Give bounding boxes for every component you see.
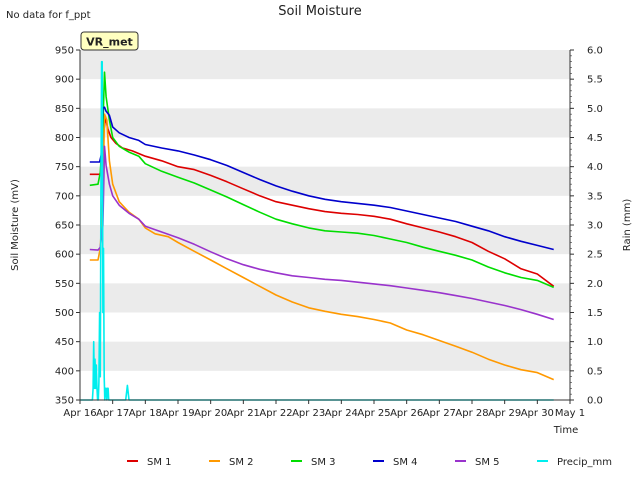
x-tick-label: Apr 18 bbox=[129, 408, 162, 419]
y2-tick-label: 6.0 bbox=[587, 46, 603, 57]
no-data-note: No data for f_ppt bbox=[6, 10, 91, 21]
y-tick-label: 900 bbox=[55, 75, 74, 86]
x-tick-label: Apr 20 bbox=[194, 408, 227, 419]
y-tick-label: 800 bbox=[55, 133, 74, 144]
series-line-sm-3 bbox=[89, 71, 555, 289]
y-tick-label: 600 bbox=[55, 250, 74, 261]
x-tick-label: Apr 22 bbox=[259, 408, 292, 419]
y-tick-label: 700 bbox=[55, 191, 74, 202]
y2-tick-label: 4.5 bbox=[587, 133, 603, 144]
x-tick-label: Apr 23 bbox=[292, 408, 325, 419]
y2-tick-label: 5.5 bbox=[587, 75, 603, 86]
y2-tick-label: 0.0 bbox=[587, 396, 603, 407]
series-line-sm-5 bbox=[89, 145, 554, 321]
x-tick-label: Apr 29 bbox=[488, 408, 521, 419]
x-tick-label: May 1 bbox=[555, 408, 585, 419]
series-line-sm-2 bbox=[89, 113, 555, 381]
legend-label-sm-5: SM 5 bbox=[475, 457, 500, 468]
grid-band bbox=[80, 166, 570, 196]
x-tick-label: Apr 16 bbox=[63, 408, 96, 419]
grid-band bbox=[80, 50, 570, 80]
grid-band bbox=[80, 108, 570, 138]
grid-band bbox=[80, 225, 570, 255]
grid-band bbox=[80, 283, 570, 313]
y2-tick-label: 1.5 bbox=[587, 308, 603, 319]
x-tick-label: Apr 28 bbox=[455, 408, 488, 419]
y-tick-label: 350 bbox=[55, 396, 74, 407]
y2-tick-label: 3.0 bbox=[587, 221, 603, 232]
grid-band bbox=[80, 341, 570, 371]
x-tick-label: Apr 25 bbox=[357, 408, 390, 419]
legend-label-sm-4: SM 4 bbox=[393, 457, 418, 468]
x-tick-label: Apr 27 bbox=[423, 408, 456, 419]
y-tick-label: 750 bbox=[55, 162, 74, 173]
station-badge: VR_met bbox=[80, 31, 139, 51]
y2-tick-label: 3.5 bbox=[587, 191, 603, 202]
series-line-sm-4 bbox=[89, 106, 554, 251]
y2-tick-label: 1.0 bbox=[587, 337, 603, 348]
y-axis-label: Soil Moisture (mV) bbox=[10, 179, 21, 271]
y2-axis-label: Rain (mm) bbox=[622, 199, 633, 252]
y2-tick-label: 5.0 bbox=[587, 104, 603, 115]
axes: 350 400 450 500 550 600 650 700 750 800 850 900 950 0… bbox=[55, 46, 603, 420]
y2-tick-label: 2.5 bbox=[587, 250, 603, 261]
x-tick-label: Apr 24 bbox=[325, 408, 358, 419]
x-tick-label: Apr 19 bbox=[161, 408, 194, 419]
legend-label-sm-2: SM 2 bbox=[229, 457, 254, 468]
legend-label-sm-3: SM 3 bbox=[311, 457, 336, 468]
x-tick-label: Apr 21 bbox=[227, 408, 260, 419]
legend-label-precip-mm: Precip_mm bbox=[557, 457, 612, 468]
x-tick-label: Apr 26 bbox=[390, 408, 423, 419]
station-badge-box bbox=[80, 31, 139, 51]
y-tick-label: 850 bbox=[55, 104, 74, 115]
background-bands bbox=[80, 50, 570, 400]
x-axis-label: Time bbox=[553, 425, 578, 436]
y-tick-label: 450 bbox=[55, 337, 74, 348]
y2-tick-label: 0.5 bbox=[587, 366, 603, 377]
y-tick-label: 650 bbox=[55, 221, 74, 232]
y-tick-label: 500 bbox=[55, 308, 74, 319]
x-tick-label: Apr 17 bbox=[96, 408, 129, 419]
y-tick-label: 400 bbox=[55, 366, 74, 377]
y-tick-label: 950 bbox=[55, 46, 74, 57]
legend: SM 1 SM 2 SM 3 SM 4 SM 5 Precip_mm bbox=[127, 457, 612, 468]
station-badge-label: VR_met bbox=[86, 36, 133, 49]
y-tick-label: 550 bbox=[55, 279, 74, 290]
chart-title: Soil Moisture bbox=[278, 4, 362, 19]
y2-tick-label: 2.0 bbox=[587, 279, 603, 290]
series-line-sm-1 bbox=[89, 116, 555, 287]
y2-tick-label: 4.0 bbox=[587, 162, 603, 173]
legend-label-sm-1: SM 1 bbox=[147, 457, 172, 468]
x-tick-label: Apr 30 bbox=[521, 408, 554, 419]
